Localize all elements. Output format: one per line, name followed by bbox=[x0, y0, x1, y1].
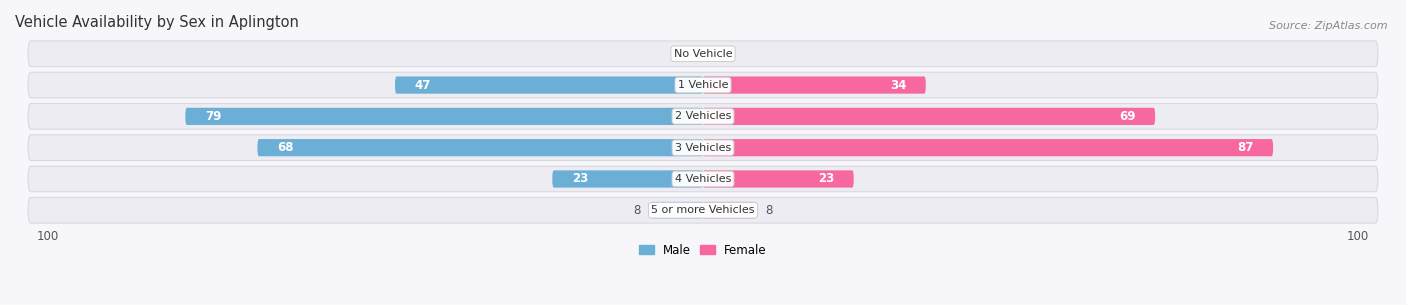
FancyBboxPatch shape bbox=[703, 139, 1272, 156]
Text: 47: 47 bbox=[415, 79, 432, 92]
FancyBboxPatch shape bbox=[28, 41, 1378, 66]
FancyBboxPatch shape bbox=[257, 139, 703, 156]
Text: 4 Vehicles: 4 Vehicles bbox=[675, 174, 731, 184]
Text: 0: 0 bbox=[723, 47, 730, 60]
Legend: Male, Female: Male, Female bbox=[634, 239, 772, 261]
FancyBboxPatch shape bbox=[651, 202, 703, 219]
FancyBboxPatch shape bbox=[703, 77, 925, 94]
Text: 0: 0 bbox=[676, 47, 683, 60]
FancyBboxPatch shape bbox=[28, 72, 1378, 98]
Text: 87: 87 bbox=[1237, 141, 1253, 154]
Text: 23: 23 bbox=[572, 173, 588, 185]
Text: Source: ZipAtlas.com: Source: ZipAtlas.com bbox=[1270, 21, 1388, 31]
Text: 3 Vehicles: 3 Vehicles bbox=[675, 143, 731, 153]
Text: 68: 68 bbox=[277, 141, 294, 154]
Text: Vehicle Availability by Sex in Aplington: Vehicle Availability by Sex in Aplington bbox=[15, 15, 299, 30]
Text: No Vehicle: No Vehicle bbox=[673, 49, 733, 59]
Text: 79: 79 bbox=[205, 110, 221, 123]
FancyBboxPatch shape bbox=[28, 197, 1378, 223]
Text: 5 or more Vehicles: 5 or more Vehicles bbox=[651, 205, 755, 215]
Text: 23: 23 bbox=[818, 173, 834, 185]
FancyBboxPatch shape bbox=[186, 108, 703, 125]
FancyBboxPatch shape bbox=[28, 103, 1378, 129]
FancyBboxPatch shape bbox=[553, 170, 703, 188]
FancyBboxPatch shape bbox=[703, 108, 1156, 125]
FancyBboxPatch shape bbox=[28, 135, 1378, 160]
FancyBboxPatch shape bbox=[28, 166, 1378, 192]
FancyBboxPatch shape bbox=[703, 170, 853, 188]
Text: 8: 8 bbox=[633, 204, 641, 217]
Text: 69: 69 bbox=[1119, 110, 1136, 123]
Text: 2 Vehicles: 2 Vehicles bbox=[675, 111, 731, 121]
FancyBboxPatch shape bbox=[395, 77, 703, 94]
FancyBboxPatch shape bbox=[703, 202, 755, 219]
Text: 1 Vehicle: 1 Vehicle bbox=[678, 80, 728, 90]
Text: 34: 34 bbox=[890, 79, 905, 92]
Text: 8: 8 bbox=[765, 204, 773, 217]
